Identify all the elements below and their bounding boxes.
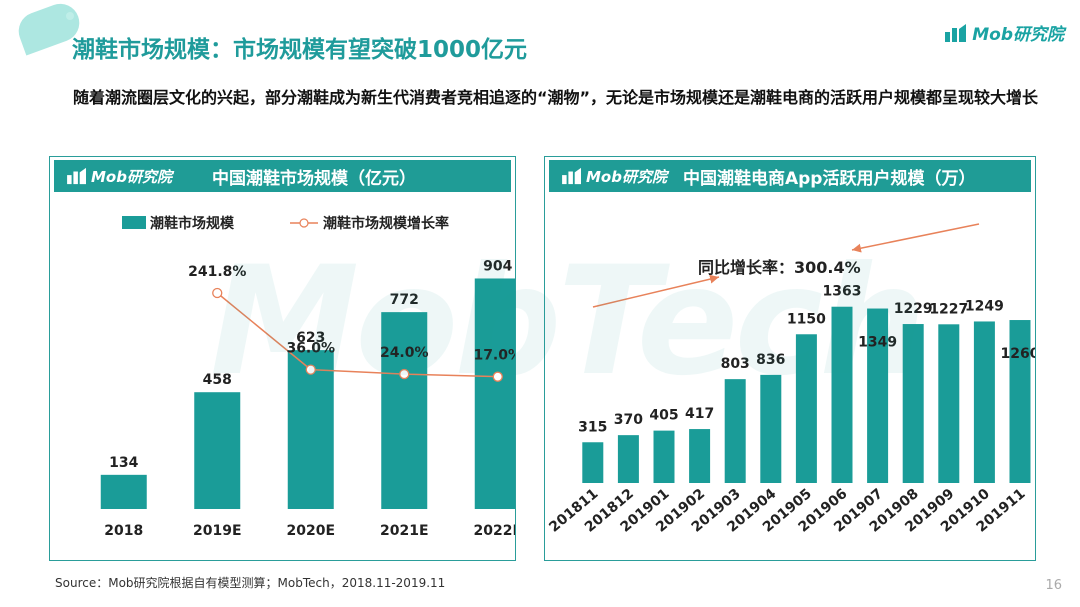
bar bbox=[902, 324, 924, 483]
bar-value-label: 836 bbox=[756, 352, 785, 368]
growth-arrow-right bbox=[851, 223, 980, 253]
bar bbox=[1009, 320, 1031, 483]
bar-value-label: 1229 bbox=[894, 301, 933, 317]
panel-brand-text: Mob研究院 bbox=[91, 167, 172, 186]
bar-value-label: 1349 bbox=[858, 335, 897, 351]
market-size-panel-header: Mob研究院 中国潮鞋市场规模（亿元） bbox=[54, 160, 511, 192]
bar bbox=[867, 308, 889, 483]
bar-value-label: 623 bbox=[296, 330, 325, 346]
growth-rate-label: 24.0% bbox=[380, 345, 429, 361]
bar-value-label: 904 bbox=[483, 258, 512, 274]
bar-value-label: 417 bbox=[685, 406, 714, 422]
mob-logo-icon bbox=[67, 167, 86, 185]
brand-logo: Mob研究院 bbox=[944, 20, 1064, 45]
bar bbox=[617, 435, 639, 483]
brand-name: Mob研究院 bbox=[972, 25, 1064, 45]
x-tick-label: 2021E bbox=[380, 523, 429, 539]
x-tick-label: 2022E bbox=[473, 523, 516, 539]
subtitle-text: 随着潮流圈层文化的兴起，部分潮鞋成为新生代消费者竞相追逐的“潮物”，无论是市场规… bbox=[73, 88, 1039, 107]
bar bbox=[287, 350, 334, 509]
source-note: Source：Mob研究院根据自有模型测算；MobTech，2018.11-20… bbox=[55, 576, 446, 590]
bar bbox=[381, 312, 428, 509]
growth-rate-label: 36.0% bbox=[286, 341, 335, 357]
bar bbox=[194, 392, 241, 509]
bar bbox=[724, 379, 746, 483]
legend-label-bar: 潮鞋市场规模 bbox=[150, 215, 235, 232]
growth-rate-label: 17.0% bbox=[473, 348, 516, 364]
bar-value-label: 315 bbox=[578, 419, 607, 435]
active-users-chart: 3152018113702018124052019014172019028032… bbox=[546, 223, 1036, 536]
market-size-panel: Mob研究院 中国潮鞋市场规模（亿元） 潮鞋市场规模 潮鞋市场规模增长率 134 20… bbox=[49, 156, 516, 561]
chart-title: 中国潮鞋市场规模（亿元） bbox=[211, 168, 416, 189]
yoy-growth-annotation: 同比增长率：300.4% bbox=[698, 258, 861, 277]
x-tick-label: 2019E bbox=[193, 523, 242, 539]
mob-logo-icon bbox=[562, 167, 581, 185]
growth-rate-point bbox=[399, 368, 410, 380]
growth-rate-label: 241.8% bbox=[188, 264, 246, 280]
chart-legend: 潮鞋市场规模 潮鞋市场规模增长率 bbox=[122, 215, 449, 232]
decorative-dot bbox=[66, 12, 74, 20]
mob-logo-icon bbox=[945, 23, 967, 42]
bar bbox=[938, 324, 960, 483]
panel-brand: Mob研究院 bbox=[561, 166, 667, 187]
bar-value-label: 772 bbox=[390, 292, 419, 308]
bar bbox=[689, 429, 711, 483]
bar-value-label: 1363 bbox=[823, 284, 862, 300]
legend-swatch-bar bbox=[122, 216, 146, 229]
bar-value-label: 370 bbox=[614, 412, 643, 428]
growth-rate-point bbox=[305, 364, 316, 375]
bar bbox=[973, 321, 995, 483]
bar-value-label: 405 bbox=[649, 408, 678, 424]
panel-brand-text: Mob研究院 bbox=[586, 167, 667, 186]
active-users-panel: Mob研究院 中国潮鞋电商App活跃用户规模（万） 315 201811 370 20… bbox=[544, 156, 1036, 561]
market-size-chart: 潮鞋市场规模 潮鞋市场规模增长率 134 2018 458 2019E 623 2020E 77… bbox=[100, 215, 516, 539]
page-title: 潮鞋市场规模：市场规模有望突破1000亿元 bbox=[72, 37, 528, 63]
bar-value-label: 803 bbox=[721, 356, 750, 372]
bar bbox=[100, 474, 147, 509]
page-number: 16 bbox=[1045, 578, 1062, 593]
active-users-panel-header: Mob研究院 中国潮鞋电商App活跃用户规模（万） bbox=[549, 160, 1031, 192]
panel-brand: Mob研究院 bbox=[66, 166, 172, 187]
bar bbox=[474, 278, 515, 509]
growth-rate-line bbox=[216, 292, 498, 378]
legend-label-line: 潮鞋市场规模增长率 bbox=[323, 215, 449, 232]
x-tick-label: 2020E bbox=[286, 523, 335, 539]
bar bbox=[795, 334, 817, 483]
legend-marker-line bbox=[299, 218, 309, 228]
bar-value-label: 1249 bbox=[965, 298, 1004, 314]
growth-arrow-left bbox=[592, 274, 720, 308]
bar-value-label: 1150 bbox=[787, 311, 826, 327]
growth-rate-point bbox=[212, 287, 223, 299]
bar bbox=[582, 442, 604, 483]
bar bbox=[653, 430, 675, 483]
bar bbox=[831, 306, 853, 483]
bar-value-label: 1260 bbox=[1001, 346, 1036, 362]
bar-value-label: 458 bbox=[203, 372, 232, 388]
bar-value-label: 1227 bbox=[929, 301, 968, 317]
growth-rate-point bbox=[492, 371, 503, 382]
chart-title: 中国潮鞋电商App活跃用户规模（万） bbox=[682, 168, 976, 189]
bar bbox=[760, 374, 782, 483]
x-tick-label: 2018 bbox=[104, 523, 143, 539]
watermark-text: MobTech bbox=[210, 235, 926, 409]
bar-value-label: 134 bbox=[109, 455, 138, 471]
